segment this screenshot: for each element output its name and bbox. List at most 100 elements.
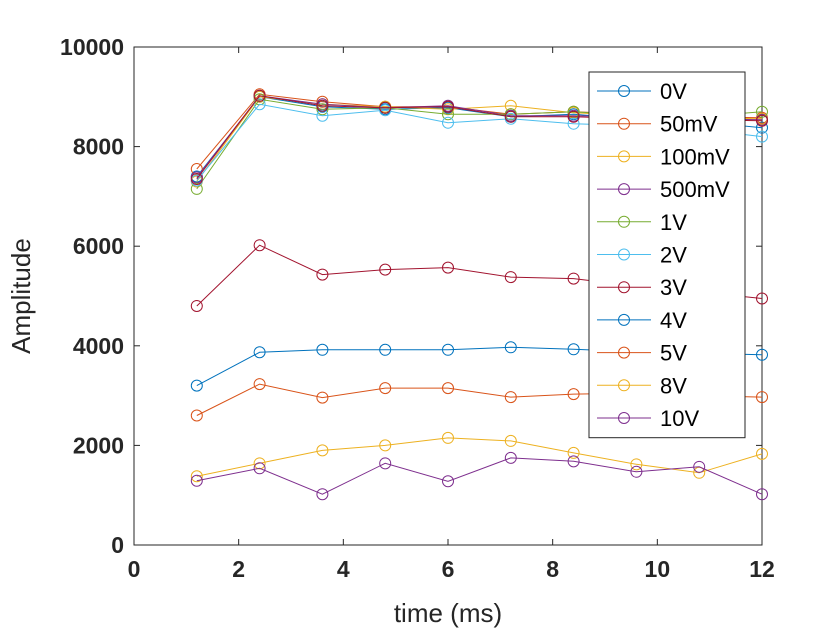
legend-entry: 500mV [597, 177, 730, 202]
legend-marker [618, 281, 630, 294]
data-point [567, 446, 580, 459]
data-point [567, 455, 580, 468]
legend-marker [618, 412, 630, 424]
legend-label: 100mV [660, 144, 730, 169]
data-point [756, 391, 768, 404]
legend-entry: 5V [597, 341, 687, 366]
legend-label: 3V [660, 275, 687, 300]
data-point [190, 299, 203, 312]
legend-label: 50mV [660, 112, 718, 137]
legend-marker [618, 183, 630, 196]
data-point [693, 460, 706, 473]
data-point [504, 271, 517, 284]
data-point [316, 343, 329, 356]
series-8V [190, 431, 768, 483]
legend-label: 2V [660, 243, 687, 268]
data-point [190, 470, 203, 483]
data-point [756, 292, 768, 305]
data-point [379, 101, 392, 114]
data-point [253, 378, 266, 391]
data-point [316, 268, 329, 281]
data-point [442, 431, 454, 444]
legend-label: 4V [660, 308, 687, 333]
y-axis-label: Amplitude [6, 238, 36, 354]
x-tick-label: 2 [232, 556, 245, 582]
data-point [504, 391, 517, 404]
data-point [253, 239, 266, 252]
data-point [504, 108, 517, 121]
data-point [756, 447, 768, 460]
y-tick-label: 2000 [73, 432, 124, 458]
data-point [567, 272, 580, 285]
legend-marker [618, 248, 630, 261]
data-point [442, 261, 454, 274]
data-point [567, 343, 580, 356]
legend-entry: 50mV [597, 112, 718, 137]
x-tick-label: 0 [128, 556, 141, 582]
data-point [567, 110, 580, 123]
data-point [190, 172, 203, 185]
legend-marker [618, 313, 630, 326]
legend-marker [618, 117, 630, 130]
legend-marker [618, 85, 630, 97]
data-point [379, 343, 392, 356]
data-point [379, 382, 392, 395]
data-point [190, 474, 203, 487]
data-point [379, 439, 392, 452]
data-point [442, 343, 454, 356]
legend-entry: 10V [597, 406, 699, 431]
data-point [190, 379, 203, 392]
data-point [756, 114, 768, 127]
legend-marker [618, 346, 630, 359]
data-point [253, 89, 266, 102]
legend-marker [618, 379, 630, 392]
data-point [253, 98, 266, 111]
legend: 0V 50mV 100mV 500mV 1V 2V 3V 4V 5V 8V 10V [588, 71, 746, 439]
x-tick-label: 12 [749, 556, 775, 582]
series-10V [190, 451, 768, 501]
legend-label: 1V [660, 210, 687, 235]
data-point [630, 458, 643, 471]
data-point [190, 409, 203, 422]
legend-marker [618, 150, 630, 163]
data-point [442, 108, 454, 121]
data-point [253, 462, 266, 475]
legend-label: 5V [660, 341, 687, 366]
data-point [630, 465, 643, 478]
data-point [504, 451, 517, 464]
legend-label: 0V [660, 79, 687, 104]
legend-label: 500mV [660, 177, 730, 202]
legend-entry: 100mV [597, 144, 730, 169]
y-tick-label: 10000 [60, 34, 124, 60]
data-point [756, 348, 768, 361]
data-point [316, 391, 329, 404]
data-point [504, 341, 517, 354]
legend-entry: 2V [597, 243, 687, 268]
data-point [190, 182, 203, 195]
data-point [504, 434, 517, 447]
legend-label: 10V [660, 406, 699, 431]
data-point [756, 105, 768, 118]
data-point [504, 110, 517, 123]
data-point [567, 388, 580, 401]
x-tick-label: 8 [546, 556, 559, 582]
data-point [442, 475, 454, 488]
data-point [253, 346, 266, 359]
data-point [316, 95, 329, 108]
legend-marker [618, 215, 630, 228]
data-point [316, 109, 329, 122]
data-point [442, 382, 454, 395]
data-point [756, 130, 768, 143]
y-tick-label: 6000 [73, 233, 124, 259]
data-point [379, 104, 392, 117]
data-point [316, 99, 329, 112]
y-tick-label: 4000 [73, 333, 124, 359]
legend-label: 8V [660, 373, 687, 398]
data-point [567, 117, 580, 130]
data-point [442, 116, 454, 129]
x-tick-label: 10 [645, 556, 671, 582]
data-point [379, 457, 392, 470]
x-tick-label: 6 [442, 556, 455, 582]
data-point [316, 488, 329, 501]
